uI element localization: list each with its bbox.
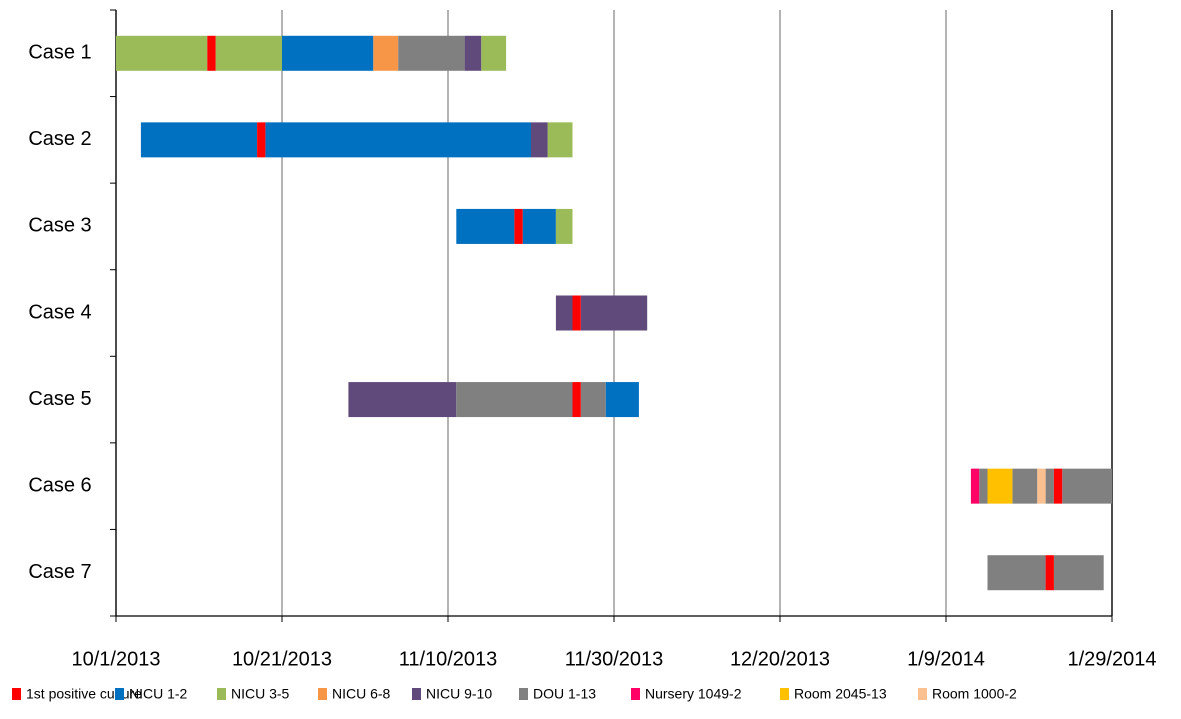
bar-segment [265, 122, 531, 158]
legend-swatch [412, 688, 421, 700]
x-tick-label: 10/21/2013 [232, 648, 332, 670]
legend-label: Room 1000-2 [932, 686, 1017, 702]
bar-segment [257, 122, 266, 158]
legend-label: NICU 9-10 [426, 686, 492, 702]
bar-segment [1012, 468, 1038, 504]
bar-segment [580, 295, 648, 331]
legend-label: Nursery 1049-2 [645, 686, 742, 702]
legend-swatch [115, 688, 124, 700]
bar-segment [1045, 555, 1054, 591]
bar-segment [572, 382, 581, 418]
bar-segment [979, 468, 988, 504]
bar-segment [116, 35, 208, 71]
legend-swatch [918, 688, 927, 700]
y-tick-label: Case 1 [28, 42, 91, 64]
bar-segment [555, 208, 573, 244]
bar-segment [1037, 468, 1046, 504]
bar-segment [555, 295, 573, 331]
legend-swatch [519, 688, 528, 700]
bar-segment [282, 35, 374, 71]
x-tick-label: 10/1/2013 [72, 648, 161, 670]
y-tick-label: Case 4 [28, 301, 91, 323]
legend-label: Room 2045-13 [794, 686, 887, 702]
x-tick-label: 1/9/2014 [907, 648, 985, 670]
x-tick-label: 1/29/2014 [1068, 648, 1157, 670]
legend-label: NICU 1-2 [129, 686, 188, 702]
bar-segment [456, 208, 515, 244]
legend-swatch [780, 688, 789, 700]
y-tick-label: Case 5 [28, 388, 91, 410]
y-tick-label: Case 6 [28, 474, 91, 496]
legend-label: 1st positive culture [26, 686, 142, 702]
bar-segment [522, 208, 556, 244]
bar-segment [531, 122, 548, 158]
bar-segment [580, 382, 606, 418]
legend-swatch [217, 688, 226, 700]
legend-swatch [318, 688, 327, 700]
bar-segment [1053, 468, 1063, 504]
bar-segment [215, 35, 282, 71]
bar-segment [373, 35, 399, 71]
bar-segment [464, 35, 482, 71]
bar-segment [970, 468, 980, 504]
bar-segment [140, 122, 258, 158]
bar-segment [456, 382, 573, 418]
bar-segment [398, 35, 465, 71]
x-tick-label: 12/20/2013 [730, 648, 830, 670]
bar-segment [605, 382, 639, 418]
legend-label: NICU 3-5 [231, 686, 290, 702]
x-tick-label: 11/30/2013 [565, 648, 664, 670]
y-tick-label: Case 7 [28, 561, 91, 583]
legend-swatch [631, 688, 640, 700]
y-tick-label: Case 2 [28, 128, 91, 150]
bar-segment [987, 555, 1046, 591]
x-tick-label: 11/10/2013 [399, 648, 498, 670]
y-tick-label: Case 3 [28, 215, 91, 237]
bar-segment [348, 382, 457, 418]
bar-segment [207, 35, 216, 71]
bar-segment [572, 295, 581, 331]
bar-segment [514, 208, 523, 244]
bar-segment [1053, 555, 1104, 591]
bar-segment [481, 35, 507, 71]
legend-label: NICU 6-8 [332, 686, 391, 702]
bar-segment [1045, 468, 1054, 504]
legend-label: DOU 1-13 [533, 686, 596, 702]
bar-segment [547, 122, 573, 158]
bar-segment [987, 468, 1013, 504]
legend-swatch [12, 688, 21, 700]
bar-segment [1062, 468, 1112, 504]
